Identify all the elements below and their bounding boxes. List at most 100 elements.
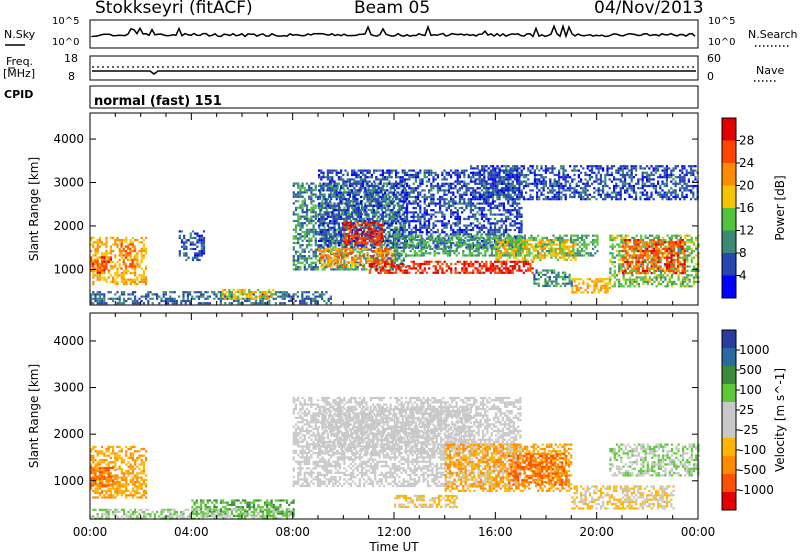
power-cell — [423, 262, 426, 266]
power-cell — [443, 198, 446, 201]
power-cell — [355, 211, 358, 214]
power-cell — [406, 206, 409, 210]
power-cell — [202, 245, 206, 248]
power-cell — [308, 186, 311, 190]
power-cell — [331, 206, 334, 210]
power-cell — [324, 213, 327, 216]
power-cell — [318, 204, 321, 207]
power-cell — [379, 269, 382, 272]
power-cell — [292, 255, 295, 258]
power-cell — [485, 202, 488, 205]
power-cell — [478, 213, 481, 216]
power-cell — [347, 237, 350, 240]
power-cell — [489, 267, 492, 270]
power-cell — [373, 198, 376, 201]
power-cell — [142, 245, 145, 248]
power-cell — [259, 291, 262, 294]
power-cell — [401, 231, 404, 234]
power-cell — [357, 220, 360, 223]
power-cell — [493, 236, 496, 239]
power-cell — [268, 295, 271, 298]
nave-tick-high: 60 — [707, 52, 721, 65]
power-cell — [354, 243, 357, 246]
power-cell — [390, 176, 393, 179]
power-cell — [98, 265, 101, 268]
power-cell — [375, 267, 378, 270]
power-cell — [366, 169, 369, 172]
power-cell — [485, 217, 488, 221]
power-cell — [460, 241, 463, 244]
power-cell — [379, 200, 382, 203]
power-cell — [353, 222, 356, 225]
power-cell — [528, 252, 531, 255]
power-cell — [312, 233, 315, 236]
power-cell — [243, 291, 246, 294]
power-cell — [482, 247, 485, 250]
power-cell — [509, 271, 512, 274]
power-cell — [529, 267, 532, 270]
power-cell — [559, 252, 562, 255]
power-cell — [342, 235, 345, 238]
power-cell — [466, 245, 469, 248]
power-cell — [123, 274, 126, 277]
power-cell — [581, 239, 584, 242]
power-cell — [324, 228, 327, 232]
nsky-tick-high: 10^5 — [52, 16, 80, 27]
power-cell — [463, 200, 466, 203]
power-cell — [432, 195, 435, 199]
power-cell — [323, 193, 326, 196]
power-cell — [384, 256, 387, 259]
power-cell — [338, 266, 342, 269]
power-cell — [517, 243, 520, 246]
power-cell — [332, 268, 335, 271]
power-cell — [441, 198, 444, 201]
power-cell — [467, 271, 470, 274]
power-cell — [330, 263, 333, 267]
power-cell — [395, 173, 398, 177]
power-cell — [373, 254, 376, 257]
power-cell — [314, 252, 317, 256]
power-cell — [226, 295, 229, 298]
power-cell — [456, 233, 459, 236]
power-cell — [329, 297, 332, 300]
power-cell — [414, 187, 417, 190]
power-cell — [490, 252, 493, 255]
power-cell — [386, 213, 389, 216]
power-cell — [351, 263, 354, 266]
power-cell — [388, 195, 391, 199]
power-cell — [469, 176, 472, 179]
power-cell — [512, 252, 516, 255]
power-cell — [508, 241, 511, 244]
power-cell — [340, 176, 343, 179]
power-cell — [381, 187, 384, 190]
power-cell — [511, 209, 514, 212]
power-cell — [358, 237, 361, 240]
power-cell — [505, 215, 508, 218]
power-cell — [191, 241, 195, 244]
power-cell — [469, 237, 472, 240]
power-cell — [422, 241, 425, 244]
power-cell — [303, 297, 306, 300]
power-cell — [305, 302, 308, 305]
power-cell — [441, 271, 444, 274]
power-cell — [312, 299, 315, 303]
power-cell — [432, 184, 435, 188]
power-cell — [105, 243, 108, 246]
power-cell — [439, 211, 442, 214]
power-cell — [430, 182, 433, 185]
power-cell — [443, 191, 446, 194]
power-cell — [387, 219, 390, 223]
power-cell — [416, 234, 419, 237]
power-cell — [364, 189, 367, 192]
power-cell — [563, 252, 566, 255]
power-cell — [480, 182, 483, 185]
power-cell — [127, 293, 130, 296]
power-cell — [353, 256, 356, 259]
power-cell — [197, 291, 200, 294]
power-cell — [112, 280, 115, 283]
power-cell — [116, 261, 119, 264]
power-cell — [425, 262, 429, 266]
power-cell — [329, 176, 332, 179]
power-cell — [530, 252, 533, 255]
power-cell — [423, 193, 426, 196]
